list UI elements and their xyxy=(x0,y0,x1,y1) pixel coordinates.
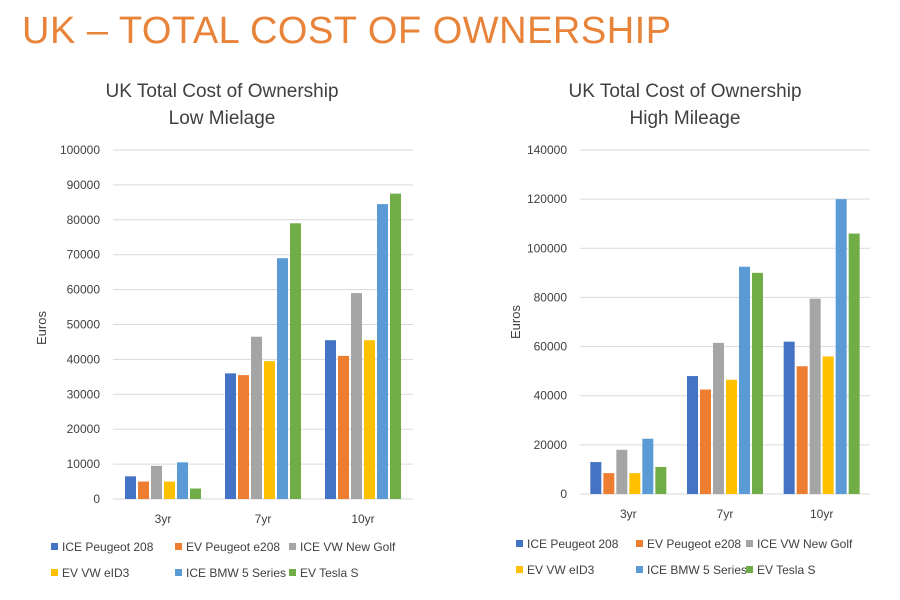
legend-label: EV Peugeot e208 xyxy=(186,540,280,554)
legend-label: ICE VW New Golf xyxy=(300,540,396,554)
y-tick-label: 20000 xyxy=(534,438,568,452)
bar xyxy=(151,465,162,499)
y-tick-label: 0 xyxy=(93,492,100,506)
bar xyxy=(655,466,667,494)
bar xyxy=(390,193,401,499)
chart-title-line-2: Low Mielage xyxy=(169,108,276,129)
chart-title-line-2: High Mileage xyxy=(630,108,741,129)
x-tick-label: 7yr xyxy=(717,507,734,521)
chart-high-mileage: UK Total Cost of Ownership High Mileage 0 2… xyxy=(508,81,870,577)
x-tick-label: 3yr xyxy=(155,512,172,526)
bar xyxy=(848,233,860,495)
y-tick-label: 120000 xyxy=(527,192,567,206)
legend-swatch xyxy=(289,543,296,550)
y-tick-label: 100000 xyxy=(527,241,567,255)
legend-label: EV VW eID3 xyxy=(62,566,130,580)
legend-swatch xyxy=(746,540,753,547)
page-title: UK – TOTAL COST OF OWNERSHIP xyxy=(22,10,672,52)
bar xyxy=(590,462,602,494)
legend-swatch xyxy=(175,569,182,576)
x-tick-label: 7yr xyxy=(255,512,272,526)
bar xyxy=(726,379,737,494)
legend-label: EV Tesla S xyxy=(300,566,358,580)
legend-swatch xyxy=(746,566,753,573)
bar xyxy=(351,293,362,499)
bar xyxy=(809,298,821,494)
bar xyxy=(713,342,724,494)
legend-swatch xyxy=(51,569,58,576)
bar xyxy=(164,481,175,499)
bar xyxy=(752,272,763,494)
legend-label: ICE Peugeot 208 xyxy=(62,540,154,554)
chart-title-line-1: UK Total Cost of Ownership xyxy=(568,81,801,102)
y-tick-label: 30000 xyxy=(67,387,101,401)
bar xyxy=(225,373,236,499)
bar xyxy=(687,376,698,494)
y-tick-label: 60000 xyxy=(67,283,101,297)
bar xyxy=(700,389,711,494)
bar xyxy=(629,473,641,494)
bar xyxy=(325,340,336,499)
y-axis-label: Euros xyxy=(34,311,49,345)
legend-label: ICE BMW 5 Series xyxy=(186,566,286,580)
bar xyxy=(739,266,750,494)
y-tick-label: 100000 xyxy=(60,143,100,157)
bar xyxy=(177,462,188,499)
legend-swatch xyxy=(516,540,523,547)
bar xyxy=(796,366,808,494)
y-tick-label: 20000 xyxy=(67,422,101,436)
x-tick-label: 3yr xyxy=(620,507,637,521)
bar xyxy=(616,449,628,494)
legend-label: EV VW eID3 xyxy=(527,563,595,577)
x-tick-label: 10yr xyxy=(810,507,833,521)
bar xyxy=(190,488,201,499)
bar xyxy=(290,223,301,500)
bar xyxy=(835,199,847,494)
y-tick-label: 80000 xyxy=(67,213,101,227)
legend-swatch xyxy=(175,543,182,550)
legend-swatch xyxy=(636,540,643,547)
y-tick-label: 40000 xyxy=(67,352,101,366)
bar xyxy=(251,336,262,499)
bar xyxy=(783,341,795,494)
chart-low-mileage: UK Total Cost of Ownership Low Mielage 0 10… xyxy=(34,81,413,580)
legend-swatch xyxy=(51,543,58,550)
legend-label: EV Peugeot e208 xyxy=(647,537,741,551)
y-tick-label: 80000 xyxy=(534,290,568,304)
legend-label: EV Tesla S xyxy=(757,563,815,577)
legend-swatch xyxy=(516,566,523,573)
y-tick-label: 40000 xyxy=(534,389,568,403)
y-tick-label: 10000 xyxy=(67,457,101,471)
chart-title-line-1: UK Total Cost of Ownership xyxy=(105,81,338,102)
bar xyxy=(364,340,375,499)
y-tick-label: 60000 xyxy=(534,340,568,354)
bar xyxy=(822,356,834,494)
y-tick-label: 50000 xyxy=(67,318,101,332)
bar xyxy=(338,355,349,499)
legend-swatch xyxy=(636,566,643,573)
x-tick-label: 10yr xyxy=(351,512,374,526)
bar xyxy=(277,258,288,499)
bar xyxy=(125,476,136,499)
bar xyxy=(264,361,275,499)
y-tick-label: 90000 xyxy=(67,178,101,192)
legend-swatch xyxy=(289,569,296,576)
y-axis-label: Euros xyxy=(508,305,523,339)
bar xyxy=(377,204,388,499)
bar xyxy=(642,438,654,494)
bar xyxy=(603,473,615,494)
bar xyxy=(138,481,149,499)
legend-label: ICE VW New Golf xyxy=(757,537,853,551)
legend-label: ICE Peugeot 208 xyxy=(527,537,619,551)
y-tick-label: 0 xyxy=(560,487,567,501)
legend-label: ICE BMW 5 Series xyxy=(647,563,747,577)
y-tick-label: 70000 xyxy=(67,248,101,262)
bar xyxy=(238,375,249,499)
y-tick-label: 140000 xyxy=(527,143,567,157)
